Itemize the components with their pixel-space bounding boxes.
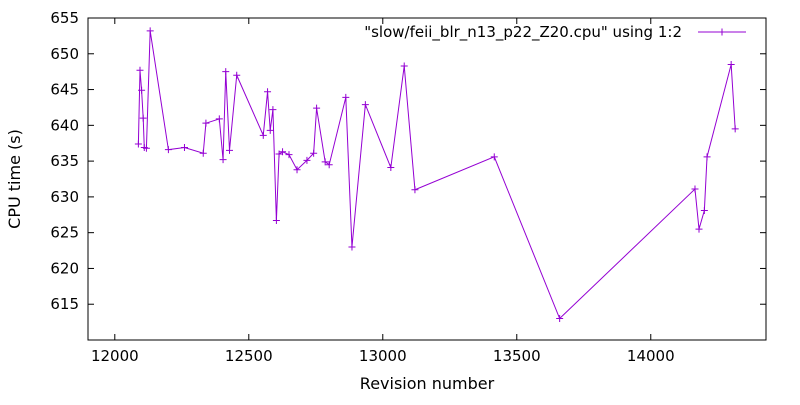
- y-tick-label: 630: [50, 188, 79, 206]
- data-point: [313, 104, 321, 112]
- y-tick-label: 635: [50, 152, 79, 170]
- axis-ticks: 12000 12500 13000 13500 14000 615 620 625 630 635…: [50, 9, 766, 365]
- data-point: [142, 144, 150, 152]
- data-point: [400, 62, 408, 70]
- data-point: [411, 186, 419, 194]
- series-line: [137, 30, 736, 320]
- data-point: [136, 66, 144, 74]
- data-point: [266, 126, 274, 134]
- legend-marker: [718, 28, 726, 36]
- data-point: [731, 125, 739, 133]
- data-point: [361, 101, 369, 109]
- data-point: [556, 315, 564, 323]
- y-tick-label: 615: [50, 295, 79, 313]
- legend-label: "slow/feii_blr_n13_p22_Z20.cpu" using 1:…: [364, 23, 682, 42]
- data-point: [225, 146, 233, 154]
- data-point: [700, 206, 708, 214]
- data-point: [727, 61, 735, 69]
- y-tick-label: 645: [50, 81, 79, 99]
- y-tick-label: 655: [50, 9, 79, 27]
- data-point: [321, 158, 329, 166]
- data-point: [387, 164, 395, 172]
- data-point: [269, 106, 277, 114]
- data-point: [310, 149, 318, 157]
- data-point: [215, 115, 223, 123]
- data-point: [285, 151, 293, 159]
- x-tick-label: 14000: [627, 347, 675, 365]
- data-point: [233, 71, 241, 79]
- data-point: [293, 166, 301, 174]
- data-point: [325, 161, 333, 169]
- data-point: [348, 243, 356, 251]
- data-point: [134, 140, 142, 148]
- data-point: [222, 68, 230, 76]
- data-point: [202, 119, 210, 127]
- x-tick-label: 12500: [225, 347, 273, 365]
- data-point: [695, 225, 703, 233]
- data-point: [490, 153, 498, 161]
- data-point: [264, 88, 272, 96]
- data-point: [279, 148, 287, 156]
- data-point: [199, 149, 207, 157]
- data-point: [272, 217, 280, 225]
- y-axis-label: CPU time (s): [5, 129, 24, 229]
- x-tick-label: 13500: [493, 347, 541, 365]
- data-point: [146, 27, 154, 35]
- y-tick-label: 640: [50, 116, 79, 134]
- data-point: [303, 156, 311, 164]
- data-point: [219, 156, 227, 164]
- data-point: [164, 146, 172, 154]
- y-tick-label: 625: [50, 224, 79, 242]
- data-point: [342, 93, 350, 101]
- data-point: [691, 185, 699, 193]
- data-point: [180, 144, 188, 152]
- x-axis-label: Revision number: [360, 374, 495, 393]
- legend-marker-plus: [718, 28, 726, 36]
- data-point: [138, 86, 146, 94]
- x-tick-label: 12000: [91, 347, 139, 365]
- plot-frame: [87, 17, 767, 341]
- x-tick-label: 13000: [359, 347, 407, 365]
- y-tick-label: 620: [50, 259, 79, 277]
- data-point: [259, 131, 267, 139]
- data-point: [703, 153, 711, 161]
- data-point: [139, 114, 147, 122]
- plot-area: [134, 27, 739, 323]
- y-tick-label: 650: [50, 45, 79, 63]
- legend: "slow/feii_blr_n13_p22_Z20.cpu" using 1:…: [364, 23, 746, 42]
